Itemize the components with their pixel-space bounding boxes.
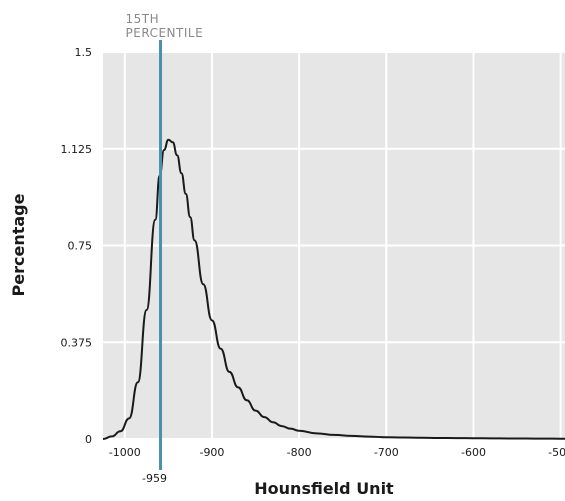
x-tick-label-4: -600 — [461, 446, 486, 459]
x-tick-label-2: -800 — [287, 446, 312, 459]
y-axis-label: Percentage — [9, 193, 28, 296]
grid-lines — [103, 51, 565, 440]
percentile-annotation-line-1: 15TH — [126, 12, 160, 26]
y-tick-label-1: 0.375 — [61, 336, 93, 349]
x-axis-label: Hounsfield Unit — [254, 479, 394, 498]
percentile-value-label: -959 — [142, 472, 167, 485]
y-tick-label-4: 1.5 — [75, 46, 93, 59]
x-axis-ticks: -1000 -900 -800 -700 -600 -500 — [109, 446, 565, 459]
y-axis-ticks: 0 0.375 0.75 1.125 1.5 — [61, 46, 93, 446]
x-tick-label-3: -700 — [374, 446, 399, 459]
y-tick-label-3: 1.125 — [61, 143, 93, 156]
x-tick-label-5: -500 — [548, 446, 565, 459]
y-tick-label-2: 0.75 — [68, 240, 93, 253]
x-tick-label-1: -900 — [199, 446, 224, 459]
y-tick-label-0: 0 — [85, 433, 92, 446]
percentile-annotation-line-2: PERCENTILE — [126, 26, 204, 40]
x-tick-label-0: -1000 — [109, 446, 141, 459]
